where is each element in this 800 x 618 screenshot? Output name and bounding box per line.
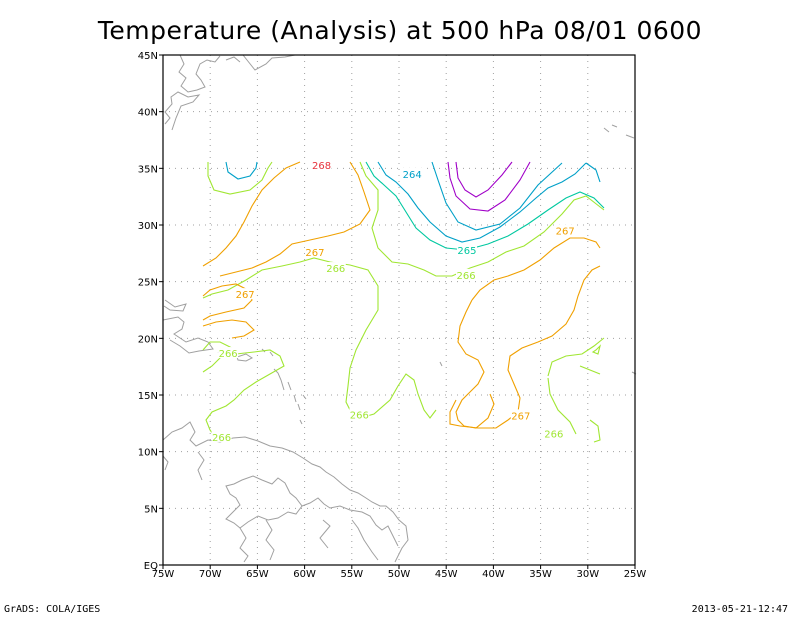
contour-264-label-segment: [377, 161, 587, 243]
contour-label: 267: [236, 290, 255, 301]
contour-266-southeast: [547, 377, 577, 435]
contour-label-bg: [235, 288, 256, 300]
map-title: Temperature (Analysis) at 500 hPa 08/01 …: [97, 16, 703, 45]
lat-tick-label: 20N: [138, 334, 158, 345]
contour-263-inner: [447, 161, 531, 212]
contour-266-gulf: [202, 341, 233, 351]
lon-tick-label: 70W: [199, 569, 222, 580]
contour-label: 267: [305, 248, 324, 259]
contour-label: 266: [544, 430, 563, 441]
lat-tick-label: 5N: [144, 504, 158, 515]
footer-timestamp: 2013-05-21-12:47: [691, 604, 788, 615]
coastline-puerto-rico: [162, 316, 214, 354]
contour-label-bg: [510, 409, 531, 421]
contour-label: 265: [457, 246, 476, 257]
lat-tick-label: 25N: [138, 278, 158, 289]
lon-tick-label: 35W: [529, 569, 552, 580]
contour-label-bg: [304, 246, 325, 258]
contour-266-north: [207, 161, 273, 195]
contour-label: 266: [350, 410, 369, 421]
lon-tick-label: 30W: [576, 569, 599, 580]
contour-label-bg: [211, 430, 232, 442]
lon-tick-label: 45W: [435, 569, 458, 580]
contour-label-bg: [543, 427, 564, 439]
contour-267-gulf: [202, 319, 255, 339]
coastline-orinoco: [225, 475, 303, 529]
contour-267-ridge: [219, 161, 371, 277]
coastline-west: [162, 455, 169, 471]
contour-label: 264: [403, 170, 422, 181]
contour-266-sea: [589, 419, 601, 443]
lat-tick-label: 45N: [138, 51, 158, 62]
lon-tick-label: 50W: [388, 569, 411, 580]
lon-tick-label: 60W: [293, 569, 316, 580]
contour-266-east-edge: [579, 365, 601, 375]
coastline: [162, 54, 637, 563]
contour-label-bg: [456, 268, 477, 280]
lon-tick-label: 25W: [624, 569, 647, 580]
contour-label-bg: [402, 168, 423, 179]
contour-label: 266: [326, 264, 345, 275]
lon-tick-label: 75W: [152, 569, 175, 580]
contour-label: 266: [456, 271, 475, 282]
lat-tick-label: 40N: [138, 108, 158, 119]
contour-266-westbelt: [202, 257, 437, 419]
contour-267-east-belt: [471, 237, 601, 301]
lat-tick-label: 30N: [138, 221, 158, 232]
lat-tick-label: EQ: [144, 561, 158, 572]
footer-credit: GrADS: COLA/IGES: [4, 604, 101, 615]
contour-label-bg: [456, 243, 477, 255]
contour-263-trough: [455, 161, 513, 198]
lon-tick-label: 40W: [482, 569, 505, 580]
contour-264-east: [585, 162, 601, 183]
contour-267-north: [202, 161, 301, 267]
contour-label: 267: [556, 227, 575, 238]
contour-label: 268: [312, 161, 331, 172]
lat-tick-label: 10N: [138, 448, 158, 459]
contour-label-bg: [555, 224, 576, 236]
contour-label: 266: [219, 349, 238, 360]
contour-266-caribbean: [202, 349, 285, 439]
lon-tick-label: 55W: [340, 569, 363, 580]
contour-label-bg: [218, 347, 239, 359]
lon-tick-label: 65W: [246, 569, 269, 580]
coastline-south-america: [162, 421, 409, 563]
contour-label: 267: [511, 411, 530, 422]
lat-tick-label: 35N: [138, 164, 158, 175]
contour-label-bg: [311, 158, 332, 170]
contour-264-trough: [431, 161, 563, 231]
lat-tick-label: 15N: [138, 391, 158, 402]
coastline-interior: [197, 451, 399, 563]
contour-264-northwest: [225, 161, 258, 180]
coastline-north-america: [164, 54, 296, 131]
coastline-hispaniola: [163, 299, 187, 312]
contour-267-south: [449, 265, 601, 429]
contour-266-east: [547, 337, 605, 377]
contour-label-bg: [325, 262, 346, 274]
contour-266-central: [359, 161, 605, 277]
contour-266-ring: [591, 344, 602, 355]
contour-label: 266: [212, 433, 231, 444]
contour-label-bg: [349, 408, 370, 420]
temperature-contours: [202, 161, 605, 443]
coastline-islands: [217, 124, 637, 425]
contour-267-southwest: [455, 299, 495, 429]
